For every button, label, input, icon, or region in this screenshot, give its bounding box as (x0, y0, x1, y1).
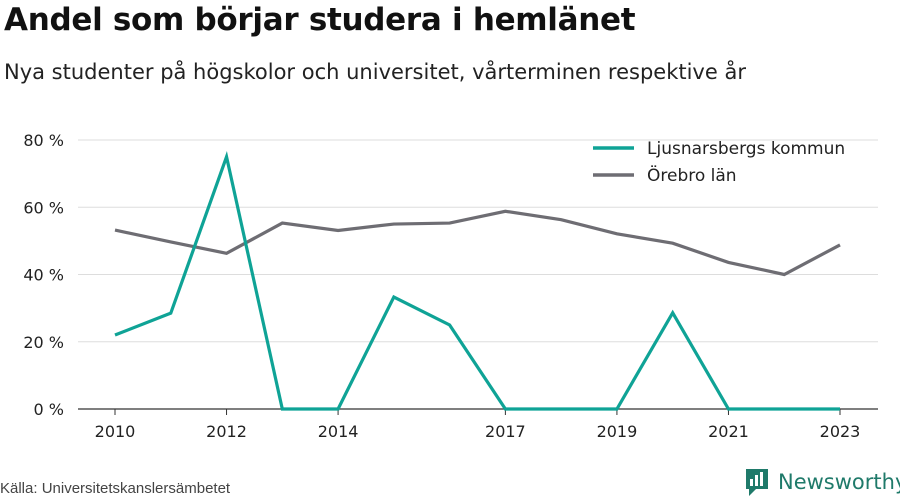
bar-chart-icon (746, 469, 768, 496)
brand-logo: Newsworthy (744, 467, 900, 497)
series-line-ljusnarsbergs-kommun (114, 151, 840, 411)
chart-title: Andel som börjar studera i hemlänet (4, 2, 636, 38)
y-tick-label: 60 % (23, 198, 64, 217)
x-tick-label: 2023 (820, 422, 861, 441)
x-tick-label: 2010 (95, 422, 136, 441)
y-tick-label: 40 % (23, 266, 64, 285)
series-line-orebro-lan (114, 209, 841, 277)
brand-name: Newsworthy (778, 470, 900, 494)
x-tick-label: 2012 (206, 422, 247, 441)
x-tick-label: 2019 (597, 422, 638, 441)
y-tick-label: 80 % (23, 131, 64, 150)
x-tick-label: 2014 (318, 422, 359, 441)
x-tick-label: 2017 (485, 422, 526, 441)
source-note: Källa: Universitetskanslersämbetet (0, 480, 231, 497)
x-tick-label: 2021 (708, 422, 749, 441)
legend-label: Örebro län (647, 164, 737, 186)
chart-subtitle: Nya studenter på högskolor och universit… (4, 60, 746, 84)
legend-label: Ljusnarsbergs kommun (647, 139, 845, 159)
y-tick-label: 20 % (23, 333, 64, 352)
y-tick-label: 0 % (34, 400, 64, 419)
